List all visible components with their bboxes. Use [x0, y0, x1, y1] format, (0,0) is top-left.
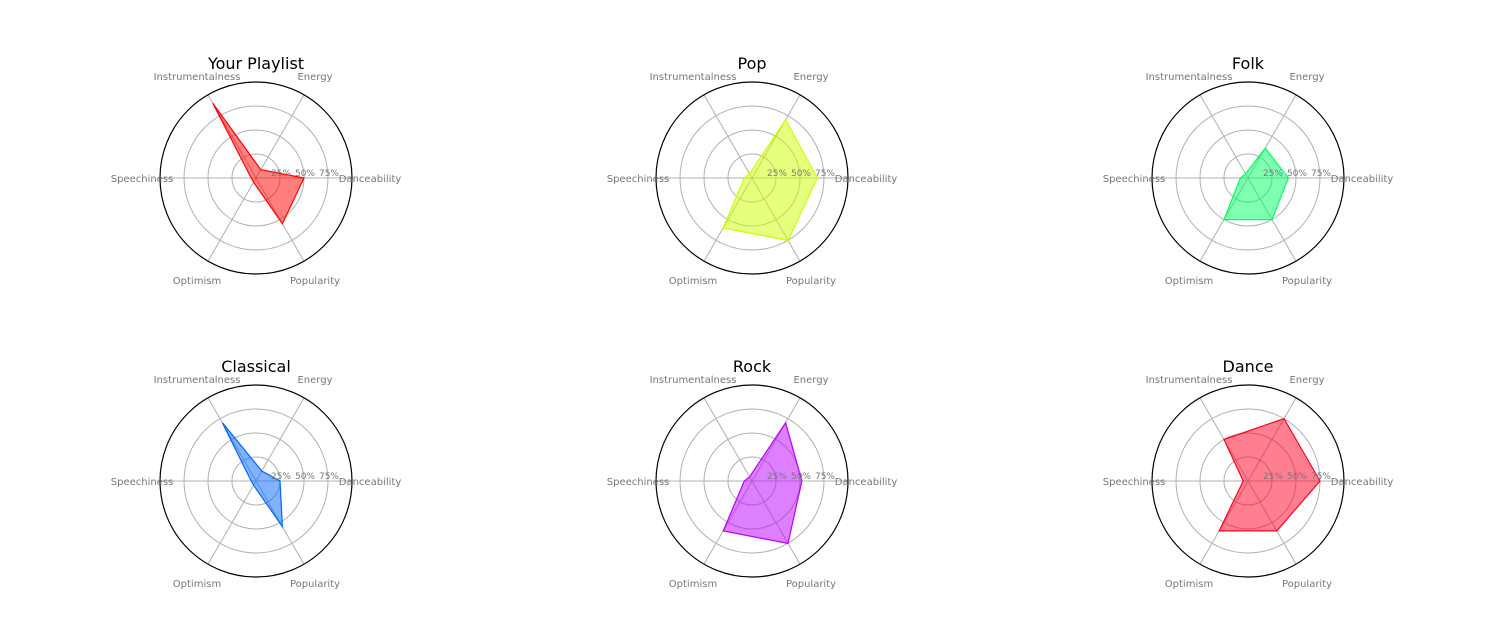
axis-label-popularity: Popularity: [786, 276, 836, 287]
axis-label-popularity: Popularity: [1282, 276, 1332, 287]
series-polygon: [722, 421, 803, 545]
radar-chart-folk: 25% 50% 75% Danceability Energy Instrumentaln…: [1103, 54, 1394, 287]
axis-label-danceability: Danceability: [835, 174, 898, 185]
tick-label: 75%: [1311, 472, 1331, 482]
spoke-instrumentalness: [1199, 94, 1249, 179]
axis-label-speechiness: Speechiness: [1103, 174, 1166, 185]
axis-label-danceability: Danceability: [339, 174, 402, 185]
tick-label: 50%: [1287, 169, 1307, 179]
tick-label: 25%: [271, 472, 291, 482]
chart-title: Classical: [221, 357, 291, 376]
axis-label-instrumentalness: Instrumentalness: [154, 375, 241, 386]
tick-label: 75%: [815, 472, 835, 482]
series-polygon: [212, 102, 305, 225]
axis-label-energy: Energy: [297, 375, 332, 386]
axis-label-instrumentalness: Instrumentalness: [1146, 375, 1233, 386]
tick-label: 75%: [815, 169, 835, 179]
outer-frame: [655, 384, 849, 578]
axis-label-speechiness: Speechiness: [1103, 477, 1166, 488]
chart-title: Your Playlist: [207, 54, 304, 73]
tick-label: 25%: [1263, 169, 1283, 179]
chart-title: Pop: [737, 54, 766, 73]
axis-label-speechiness: Speechiness: [607, 477, 670, 488]
axis-label-speechiness: Speechiness: [111, 477, 174, 488]
axis-label-energy: Energy: [1289, 72, 1324, 83]
axis-label-speechiness: Speechiness: [111, 174, 174, 185]
tick-label: 75%: [319, 472, 339, 482]
outer-frame: [1151, 384, 1345, 578]
tick-label: 50%: [791, 169, 811, 179]
axis-label-optimism: Optimism: [669, 579, 717, 590]
axis-label-instrumentalness: Instrumentalness: [650, 72, 737, 83]
chart-title: Rock: [733, 357, 772, 376]
axis-label-popularity: Popularity: [290, 579, 340, 590]
spoke-energy: [255, 397, 305, 482]
tick-label: 75%: [1311, 169, 1331, 179]
tick-label: 50%: [295, 472, 315, 482]
axis-label-energy: Energy: [1289, 375, 1324, 386]
tick-label: 25%: [1263, 472, 1283, 482]
axis-label-instrumentalness: Instrumentalness: [650, 375, 737, 386]
tick-label: 25%: [271, 169, 291, 179]
spoke-energy: [255, 94, 305, 179]
axis-label-energy: Energy: [793, 72, 828, 83]
axis-label-energy: Energy: [793, 375, 828, 386]
radar-chart-your-playlist: 25% 50% 75% Danceability Energy Instrumentaln…: [111, 54, 402, 287]
axis-label-instrumentalness: Instrumentalness: [1146, 72, 1233, 83]
axis-label-danceability: Danceability: [1331, 174, 1394, 185]
tick-label: 50%: [295, 169, 315, 179]
axis-label-danceability: Danceability: [835, 477, 898, 488]
series-polygon: [722, 118, 818, 242]
outer-frame: [655, 81, 849, 275]
chart-title: Folk: [1232, 54, 1265, 73]
axis-label-popularity: Popularity: [1282, 579, 1332, 590]
chart-title: Dance: [1223, 357, 1274, 376]
axis-label-popularity: Popularity: [290, 276, 340, 287]
axis-label-optimism: Optimism: [669, 276, 717, 287]
tick-label: 25%: [767, 472, 787, 482]
axis-label-energy: Energy: [297, 72, 332, 83]
spoke-instrumentalness: [703, 94, 753, 179]
tick-label: 50%: [1287, 472, 1307, 482]
axis-label-optimism: Optimism: [173, 579, 221, 590]
axis-label-optimism: Optimism: [1165, 276, 1213, 287]
radar-chart-classical: 25% 50% 75% Danceability Energy Instrumentaln…: [111, 357, 402, 590]
axis-label-speechiness: Speechiness: [607, 174, 670, 185]
radar-chart-dance: 25% 50% 75% Danceability Energy Instrumentaln…: [1103, 357, 1394, 590]
tick-label: 25%: [767, 169, 787, 179]
axis-label-danceability: Danceability: [1331, 477, 1394, 488]
tick-label: 75%: [319, 169, 339, 179]
axis-label-popularity: Popularity: [786, 579, 836, 590]
axis-label-danceability: Danceability: [339, 477, 402, 488]
radar-chart-rock: 25% 50% 75% Danceability Energy Instrumentaln…: [607, 357, 898, 590]
outer-frame: [1151, 81, 1345, 275]
radar-chart-pop: 25% 50% 75% Danceability Energy Instrumentaln…: [607, 54, 898, 287]
outer-frame: [159, 81, 353, 275]
tick-label: 50%: [791, 472, 811, 482]
axis-label-instrumentalness: Instrumentalness: [154, 72, 241, 83]
spoke-optimism: [207, 177, 257, 262]
axis-label-optimism: Optimism: [173, 276, 221, 287]
spoke-instrumentalness: [703, 397, 753, 482]
spoke-optimism: [207, 480, 257, 565]
axis-label-optimism: Optimism: [1165, 579, 1213, 590]
outer-frame: [159, 384, 353, 578]
